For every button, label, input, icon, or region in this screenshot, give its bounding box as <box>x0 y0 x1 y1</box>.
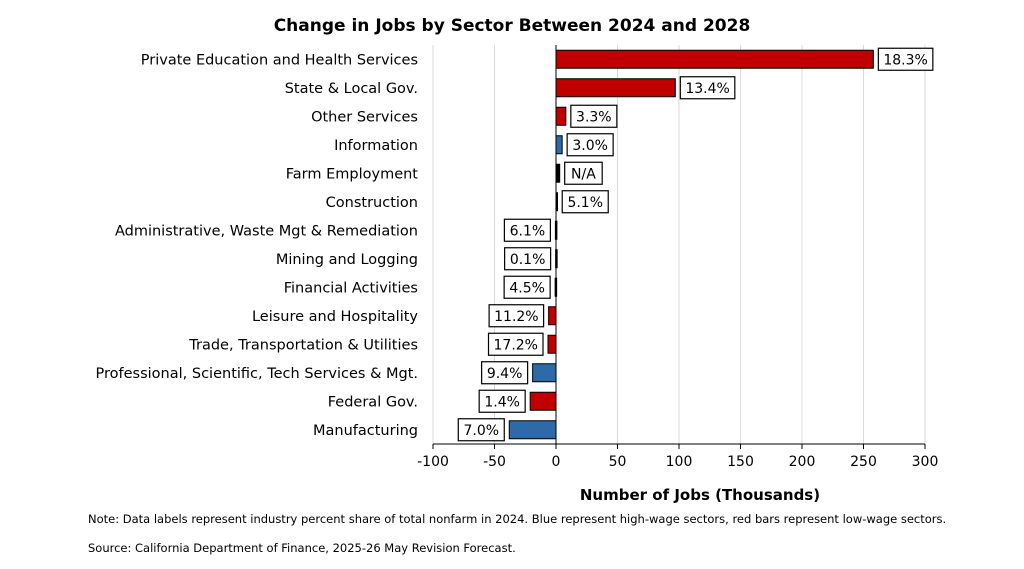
data-label-text: 1.4% <box>484 394 520 410</box>
data-label-text: 13.4% <box>685 81 729 97</box>
data-label-box <box>877 47 934 71</box>
data-label: N/A <box>564 161 603 185</box>
category-label: Administrative, Waste Mgt & Remediation <box>115 223 418 239</box>
bar <box>555 78 676 98</box>
x-tick-label: -50 <box>483 454 506 470</box>
data-label-box <box>564 161 603 185</box>
x-tick-label: -100 <box>417 454 449 470</box>
data-label-text: 3.0% <box>572 138 608 154</box>
data-label: 3.3% <box>570 104 618 128</box>
data-label-box <box>457 418 505 442</box>
category-label: State & Local Gov. <box>285 81 418 97</box>
category-label: Financial Activities <box>284 280 418 296</box>
category-label: Professional, Scientific, Tech Services … <box>96 366 418 382</box>
data-label-text: 9.4% <box>487 366 523 382</box>
data-label-box <box>488 304 545 328</box>
data-label-text: 4.5% <box>509 280 545 296</box>
chart-title: Change in Jobs by Sector Between 2024 an… <box>274 16 751 36</box>
x-tick-label: 50 <box>609 454 627 470</box>
category-label: Private Education and Health Services <box>141 52 418 68</box>
data-label-box <box>478 389 526 413</box>
x-tick-label: 150 <box>727 454 754 470</box>
data-label-box <box>503 218 551 242</box>
bar <box>555 106 567 126</box>
data-label-text: 17.2% <box>494 337 538 353</box>
category-label: Manufacturing <box>313 423 418 439</box>
data-label: 0.1% <box>504 247 552 271</box>
data-label: 13.4% <box>679 76 736 100</box>
category-label: Other Services <box>311 109 418 125</box>
bar <box>555 135 563 155</box>
data-label: 1.4% <box>478 389 526 413</box>
data-label: 18.3% <box>877 47 934 71</box>
data-label: 5.1% <box>561 190 609 214</box>
category-label: Information <box>334 138 418 154</box>
data-label: 17.2% <box>487 332 544 356</box>
data-label: 9.4% <box>481 361 529 385</box>
data-label-box <box>561 190 609 214</box>
bar <box>547 334 557 354</box>
data-label-text: 3.3% <box>576 109 612 125</box>
data-label-text: 6.1% <box>510 223 546 239</box>
data-label: 6.1% <box>503 218 551 242</box>
bar <box>532 363 557 383</box>
data-label-box <box>679 76 736 100</box>
data-label-box <box>487 332 544 356</box>
data-label-box <box>503 275 551 299</box>
category-label: Construction <box>326 195 418 211</box>
category-label: Farm Employment <box>286 166 419 182</box>
data-label-text: N/A <box>571 166 596 182</box>
bar-chart: Change in Jobs by Sector Between 2024 an… <box>96 16 939 504</box>
x-tick-label: 200 <box>789 454 816 470</box>
x-tick-label: 0 <box>552 454 561 470</box>
data-label-box <box>566 133 614 157</box>
chart-source: Source: California Department of Finance… <box>88 541 516 555</box>
bar <box>555 163 561 183</box>
data-label-text: 11.2% <box>494 309 538 325</box>
data-label-box <box>504 247 552 271</box>
x-axis-label: Number of Jobs (Thousands) <box>580 486 820 504</box>
category-label: Mining and Logging <box>276 252 418 268</box>
data-label-text: 0.1% <box>510 252 546 268</box>
data-label-box <box>570 104 618 128</box>
category-label: Federal Gov. <box>328 394 418 410</box>
chart-note: Note: Data labels represent industry per… <box>88 512 947 526</box>
data-label-text: 7.0% <box>463 423 499 439</box>
data-label-box <box>481 361 529 385</box>
bar <box>529 391 557 411</box>
x-tick-label: 300 <box>912 454 939 470</box>
data-label: 11.2% <box>488 304 545 328</box>
data-label: 4.5% <box>503 275 551 299</box>
bar <box>555 49 874 69</box>
bar <box>548 306 557 326</box>
data-label-text: 5.1% <box>567 195 603 211</box>
category-label: Trade, Transportation & Utilities <box>188 337 418 353</box>
x-tick-label: 250 <box>850 454 877 470</box>
data-label-text: 18.3% <box>883 52 927 68</box>
bar <box>508 420 557 440</box>
category-label: Leisure and Hospitality <box>252 309 418 325</box>
x-tick-label: 100 <box>666 454 693 470</box>
data-label: 7.0% <box>457 418 505 442</box>
data-label: 3.0% <box>566 133 614 157</box>
